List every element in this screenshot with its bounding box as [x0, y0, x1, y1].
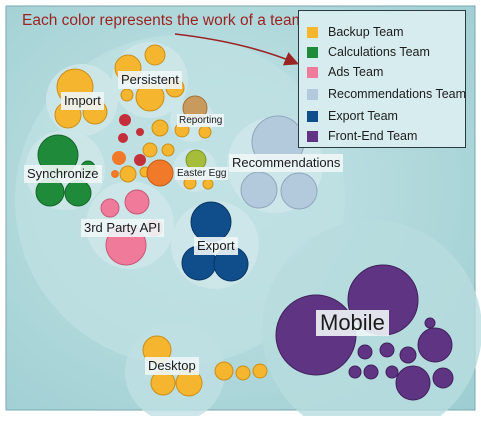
legend-swatch — [307, 66, 318, 78]
middle-bubble — [112, 151, 126, 165]
cluster-label-recommendations: Recommendations — [229, 154, 344, 172]
mobile-bubble — [385, 365, 399, 379]
legend-swatch — [307, 110, 318, 122]
middle-bubble — [161, 143, 175, 157]
mobile-bubble — [348, 365, 362, 379]
legend-item-backup: Backup Team — [307, 23, 404, 41]
cluster-label-export: Export — [194, 237, 238, 255]
middle-bubble — [151, 119, 169, 137]
third-party-api-bubble — [100, 198, 120, 218]
mobile-bubble — [363, 364, 379, 380]
annotation-arrow — [174, 33, 299, 66]
middle-bubble — [119, 114, 131, 126]
recommendations-bubble — [240, 171, 278, 209]
cluster-label-reporting: Reporting — [177, 114, 225, 127]
legend: Backup Team Calculations Team Ads Team R… — [298, 10, 466, 148]
legend-swatch — [307, 88, 318, 100]
cluster-label-mobile: Mobile — [316, 310, 389, 336]
legend-swatch — [307, 130, 318, 142]
recommendations-bubble — [280, 172, 318, 210]
mobile-bubble — [424, 317, 436, 329]
middle-bubble — [134, 154, 146, 166]
desktop-bubble — [235, 365, 251, 381]
middle-bubble — [142, 142, 158, 158]
mobile-bubble — [357, 344, 373, 360]
legend-item-ads: Ads Team — [307, 63, 383, 81]
desktop-bubble — [252, 363, 268, 379]
legend-label: Export Team — [328, 109, 398, 123]
middle-bubble — [111, 170, 119, 178]
cluster-label-third-party-api: 3rd Party API — [81, 219, 164, 237]
cluster-label-easter-egg: Easter Egg — [175, 167, 229, 180]
legend-label: Ads Team — [328, 65, 384, 79]
annotation-text: Each color represents the work of a team… — [22, 12, 309, 29]
cluster-label-import: Import — [61, 92, 104, 110]
legend-label: Backup Team — [328, 25, 404, 39]
legend-label: Front-End Team — [328, 129, 418, 143]
legend-swatch — [307, 26, 318, 38]
middle-bubble — [146, 159, 174, 187]
cluster-label-desktop: Desktop — [145, 357, 199, 375]
legend-item-recommendations: Recommendations Team — [307, 85, 466, 103]
easter-egg-bubble — [202, 178, 214, 190]
cluster-label-persistent: Persistent — [118, 71, 182, 89]
persistent-bubble — [144, 44, 166, 66]
synchronize-bubble — [64, 179, 92, 207]
middle-bubble — [119, 165, 137, 183]
desktop-bubble — [214, 361, 234, 381]
middle-bubble — [118, 133, 128, 143]
legend-label: Recommendations Team — [328, 87, 467, 101]
legend-item-export: Export Team — [307, 107, 398, 125]
export-bubble — [190, 201, 232, 243]
middle-bubble — [136, 128, 144, 136]
mobile-bubble — [379, 342, 395, 358]
mobile-bubble — [417, 327, 453, 363]
mobile-bubble — [432, 367, 454, 389]
mobile-bubble — [399, 346, 417, 364]
cluster-label-synchronize: Synchronize — [24, 165, 102, 183]
legend-label: Calculations Team — [328, 45, 430, 59]
mobile-bubble — [395, 365, 431, 401]
legend-item-calculations: Calculations Team — [307, 43, 430, 61]
legend-swatch — [307, 46, 318, 58]
third-party-api-bubble — [124, 189, 150, 215]
reporting-bubble — [198, 125, 212, 139]
persistent-bubble — [120, 88, 134, 102]
legend-item-front-end: Front-End Team — [307, 127, 417, 145]
